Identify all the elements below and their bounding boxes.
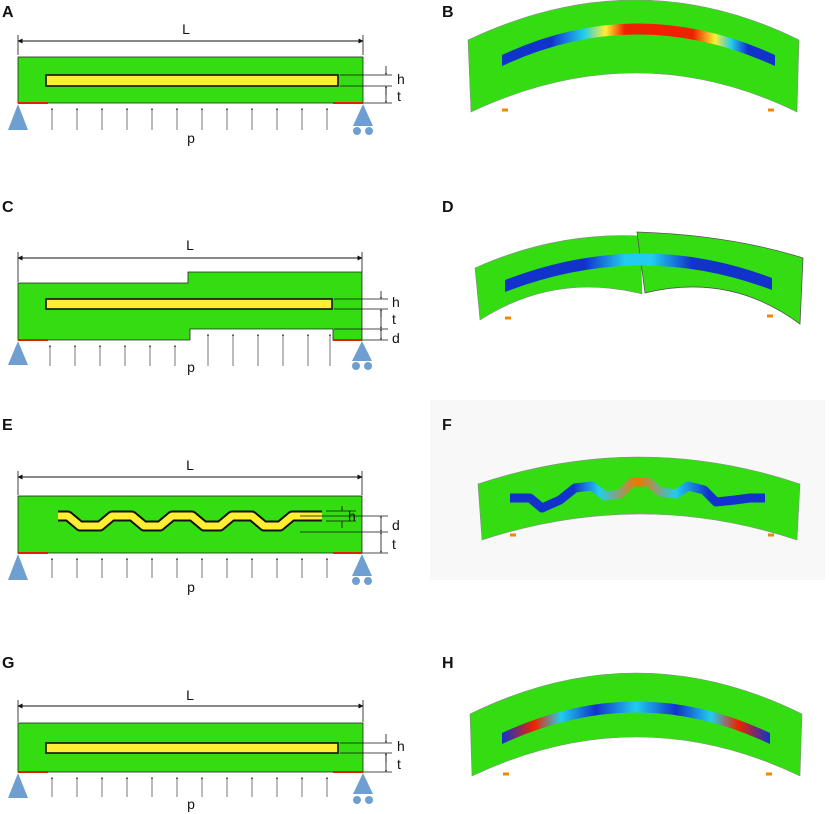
thickness-dimensions [334, 291, 388, 341]
pin-support [8, 554, 28, 580]
strain-field-inclusion [510, 477, 765, 513]
length-label: L [186, 457, 194, 473]
roller-support [353, 773, 373, 794]
panel-c: C L p [2, 199, 400, 375]
pressure-label: p [187, 359, 195, 375]
panel-letter-d: D [442, 199, 454, 216]
h-label: h [392, 294, 400, 310]
inclusion-strip [45, 298, 333, 310]
h-label: h [348, 508, 356, 524]
length-label: L [186, 687, 194, 703]
panel-letter-e: E [2, 417, 13, 434]
deformed-beam [469, 672, 803, 777]
pressure-label: p [187, 579, 195, 595]
thickness-dimensions [340, 734, 392, 773]
roller-wheel [365, 127, 373, 135]
panel-a: A L p [2, 4, 405, 146]
roller-wheel [364, 577, 372, 585]
pressure-arrows [50, 107, 329, 130]
pressure-label: p [187, 796, 195, 812]
panel-letter-a: A [2, 4, 14, 21]
inclusion-strip [45, 74, 339, 87]
roller-wheel [352, 577, 360, 585]
pressure-arrows [50, 776, 329, 797]
roller-wheel [365, 796, 373, 804]
h-label: h [397, 738, 405, 754]
panel-g: G L p [2, 655, 405, 812]
length-label: L [182, 21, 190, 37]
deformed-beam [477, 456, 801, 541]
pin-support [8, 104, 28, 130]
d-label: d [392, 330, 400, 346]
roller-support [353, 104, 373, 126]
matrix-beam [17, 495, 363, 554]
roller-support [352, 554, 372, 576]
panel-letter-h: H [442, 655, 454, 672]
panel-h: H [442, 655, 803, 777]
panel-f: F [430, 400, 825, 580]
t-label: t [397, 88, 401, 104]
panel-d: D [442, 199, 804, 325]
panel-b: B [442, 0, 800, 113]
inclusion-strip [45, 742, 339, 754]
panel-e: E L p [2, 417, 400, 595]
strain-field-inclusion [505, 253, 772, 292]
t-label: t [392, 536, 396, 552]
deformed-beam-left [474, 235, 643, 321]
inclusion-wave [58, 512, 322, 530]
panel-letter-g: G [2, 655, 14, 672]
roller-wheel [364, 362, 372, 370]
deformed-beam-right [636, 231, 804, 325]
pin-support [8, 773, 28, 798]
roller-wheel [352, 362, 360, 370]
roller-support [352, 341, 372, 361]
strain-field-inclusion [502, 23, 775, 66]
pressure-arrows [50, 557, 329, 578]
t-label: t [397, 756, 401, 772]
t-label: t [392, 311, 396, 327]
length-label: L [186, 237, 194, 253]
roller-wheel [353, 127, 361, 135]
pressure-label: p [187, 130, 195, 146]
strain-field-inclusion [502, 701, 770, 744]
d-label: d [392, 517, 400, 533]
h-label: h [397, 71, 405, 87]
roller-wheel [353, 796, 361, 804]
deformed-beam [467, 0, 800, 113]
pressure-arrows [48, 333, 332, 366]
panel-letter-f: F [442, 417, 452, 434]
thickness-dimensions [300, 506, 388, 554]
thickness-dimensions [340, 66, 392, 104]
panel-letter-b: B [442, 4, 454, 21]
pin-support [8, 341, 28, 365]
panel-letter-c: C [2, 199, 14, 216]
